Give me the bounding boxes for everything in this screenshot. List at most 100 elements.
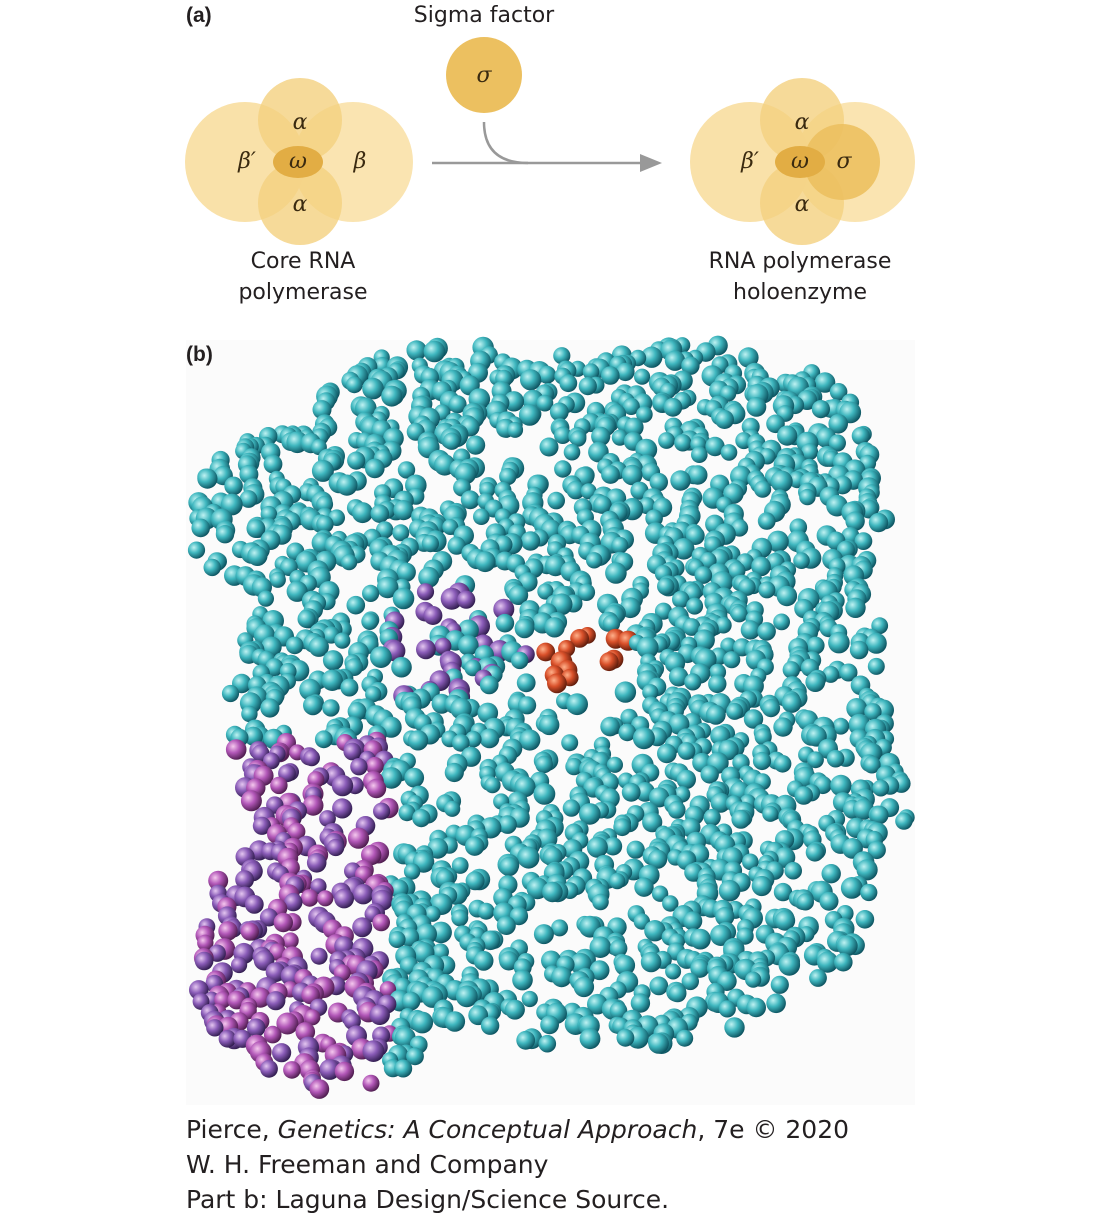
atom (601, 366, 620, 385)
atom (406, 1047, 424, 1066)
atom (794, 786, 813, 805)
atom (657, 577, 675, 595)
atom (757, 622, 776, 641)
atom (582, 363, 600, 381)
atom (562, 799, 581, 817)
atom (263, 1025, 282, 1044)
atom (421, 535, 439, 553)
atom (518, 404, 541, 426)
alpha-label: α (293, 110, 308, 135)
atom (854, 532, 873, 550)
atom (682, 618, 701, 636)
atom (533, 924, 554, 945)
atom (345, 376, 363, 394)
atom (715, 410, 734, 429)
atom (334, 888, 354, 909)
atom (570, 629, 589, 648)
atom (341, 554, 358, 571)
atom (310, 878, 327, 895)
atom (306, 853, 327, 873)
atom (260, 1059, 278, 1078)
atom (466, 435, 486, 455)
atom (457, 590, 476, 609)
atom (235, 870, 255, 889)
atom (773, 755, 792, 773)
atom (311, 459, 334, 482)
atom (434, 637, 452, 655)
atom (776, 585, 798, 607)
atom (536, 642, 556, 662)
atom (286, 580, 308, 602)
atom (276, 1012, 299, 1035)
caption: Core RNA (251, 249, 356, 274)
atom (551, 966, 572, 988)
atom (520, 369, 542, 391)
atom (270, 776, 288, 795)
atom (634, 877, 654, 897)
holoenzyme: α β′ ω σ α (690, 78, 915, 245)
atom (504, 999, 525, 1020)
atom (796, 893, 815, 911)
atom (821, 864, 841, 884)
caption: RNA polymerase (709, 249, 892, 274)
atom (782, 661, 800, 679)
atom (828, 631, 850, 654)
atom (805, 672, 826, 692)
atom (398, 804, 416, 822)
atom (676, 769, 696, 790)
atom (649, 472, 668, 492)
atom (641, 346, 663, 368)
atom (826, 749, 845, 768)
atom (708, 674, 727, 694)
atom (347, 827, 370, 849)
atom (645, 509, 663, 527)
atom (477, 902, 495, 920)
atom (609, 939, 628, 958)
atom (539, 437, 559, 457)
atom (343, 742, 362, 761)
beta-prime-label: β′ (740, 149, 759, 174)
atom (630, 993, 651, 1013)
atom (208, 870, 229, 891)
atom (539, 714, 560, 736)
atom (705, 704, 726, 725)
atom (388, 931, 406, 948)
atom (322, 650, 344, 671)
beta-prime-label: β′ (237, 149, 256, 174)
atom (284, 892, 303, 912)
core-polymerase: α β′ ω β α (185, 78, 413, 245)
atom (694, 566, 713, 584)
atom (746, 397, 767, 417)
atom (319, 810, 336, 827)
atom (618, 723, 637, 742)
atom (246, 519, 266, 538)
atom (636, 406, 653, 423)
atom (411, 1011, 434, 1034)
omega (775, 146, 825, 178)
atom (304, 1009, 321, 1026)
atom (822, 665, 840, 683)
atom (416, 583, 435, 601)
atom (715, 907, 735, 927)
caption: polymerase (238, 280, 367, 305)
atom (203, 558, 221, 577)
atom (520, 531, 541, 551)
atom (266, 991, 286, 1011)
atom (493, 598, 515, 620)
atom (773, 613, 790, 631)
arrow (432, 121, 662, 172)
atom (649, 787, 670, 808)
atom (444, 762, 464, 783)
atom (573, 976, 595, 998)
atom (397, 461, 416, 479)
atom (566, 480, 586, 500)
atom (663, 397, 683, 417)
atom (570, 430, 587, 447)
atom (514, 618, 535, 639)
atom (418, 566, 440, 588)
atom (662, 895, 679, 912)
atom (805, 843, 825, 862)
atom (579, 1028, 601, 1050)
atom (767, 530, 789, 553)
atom (535, 755, 553, 774)
